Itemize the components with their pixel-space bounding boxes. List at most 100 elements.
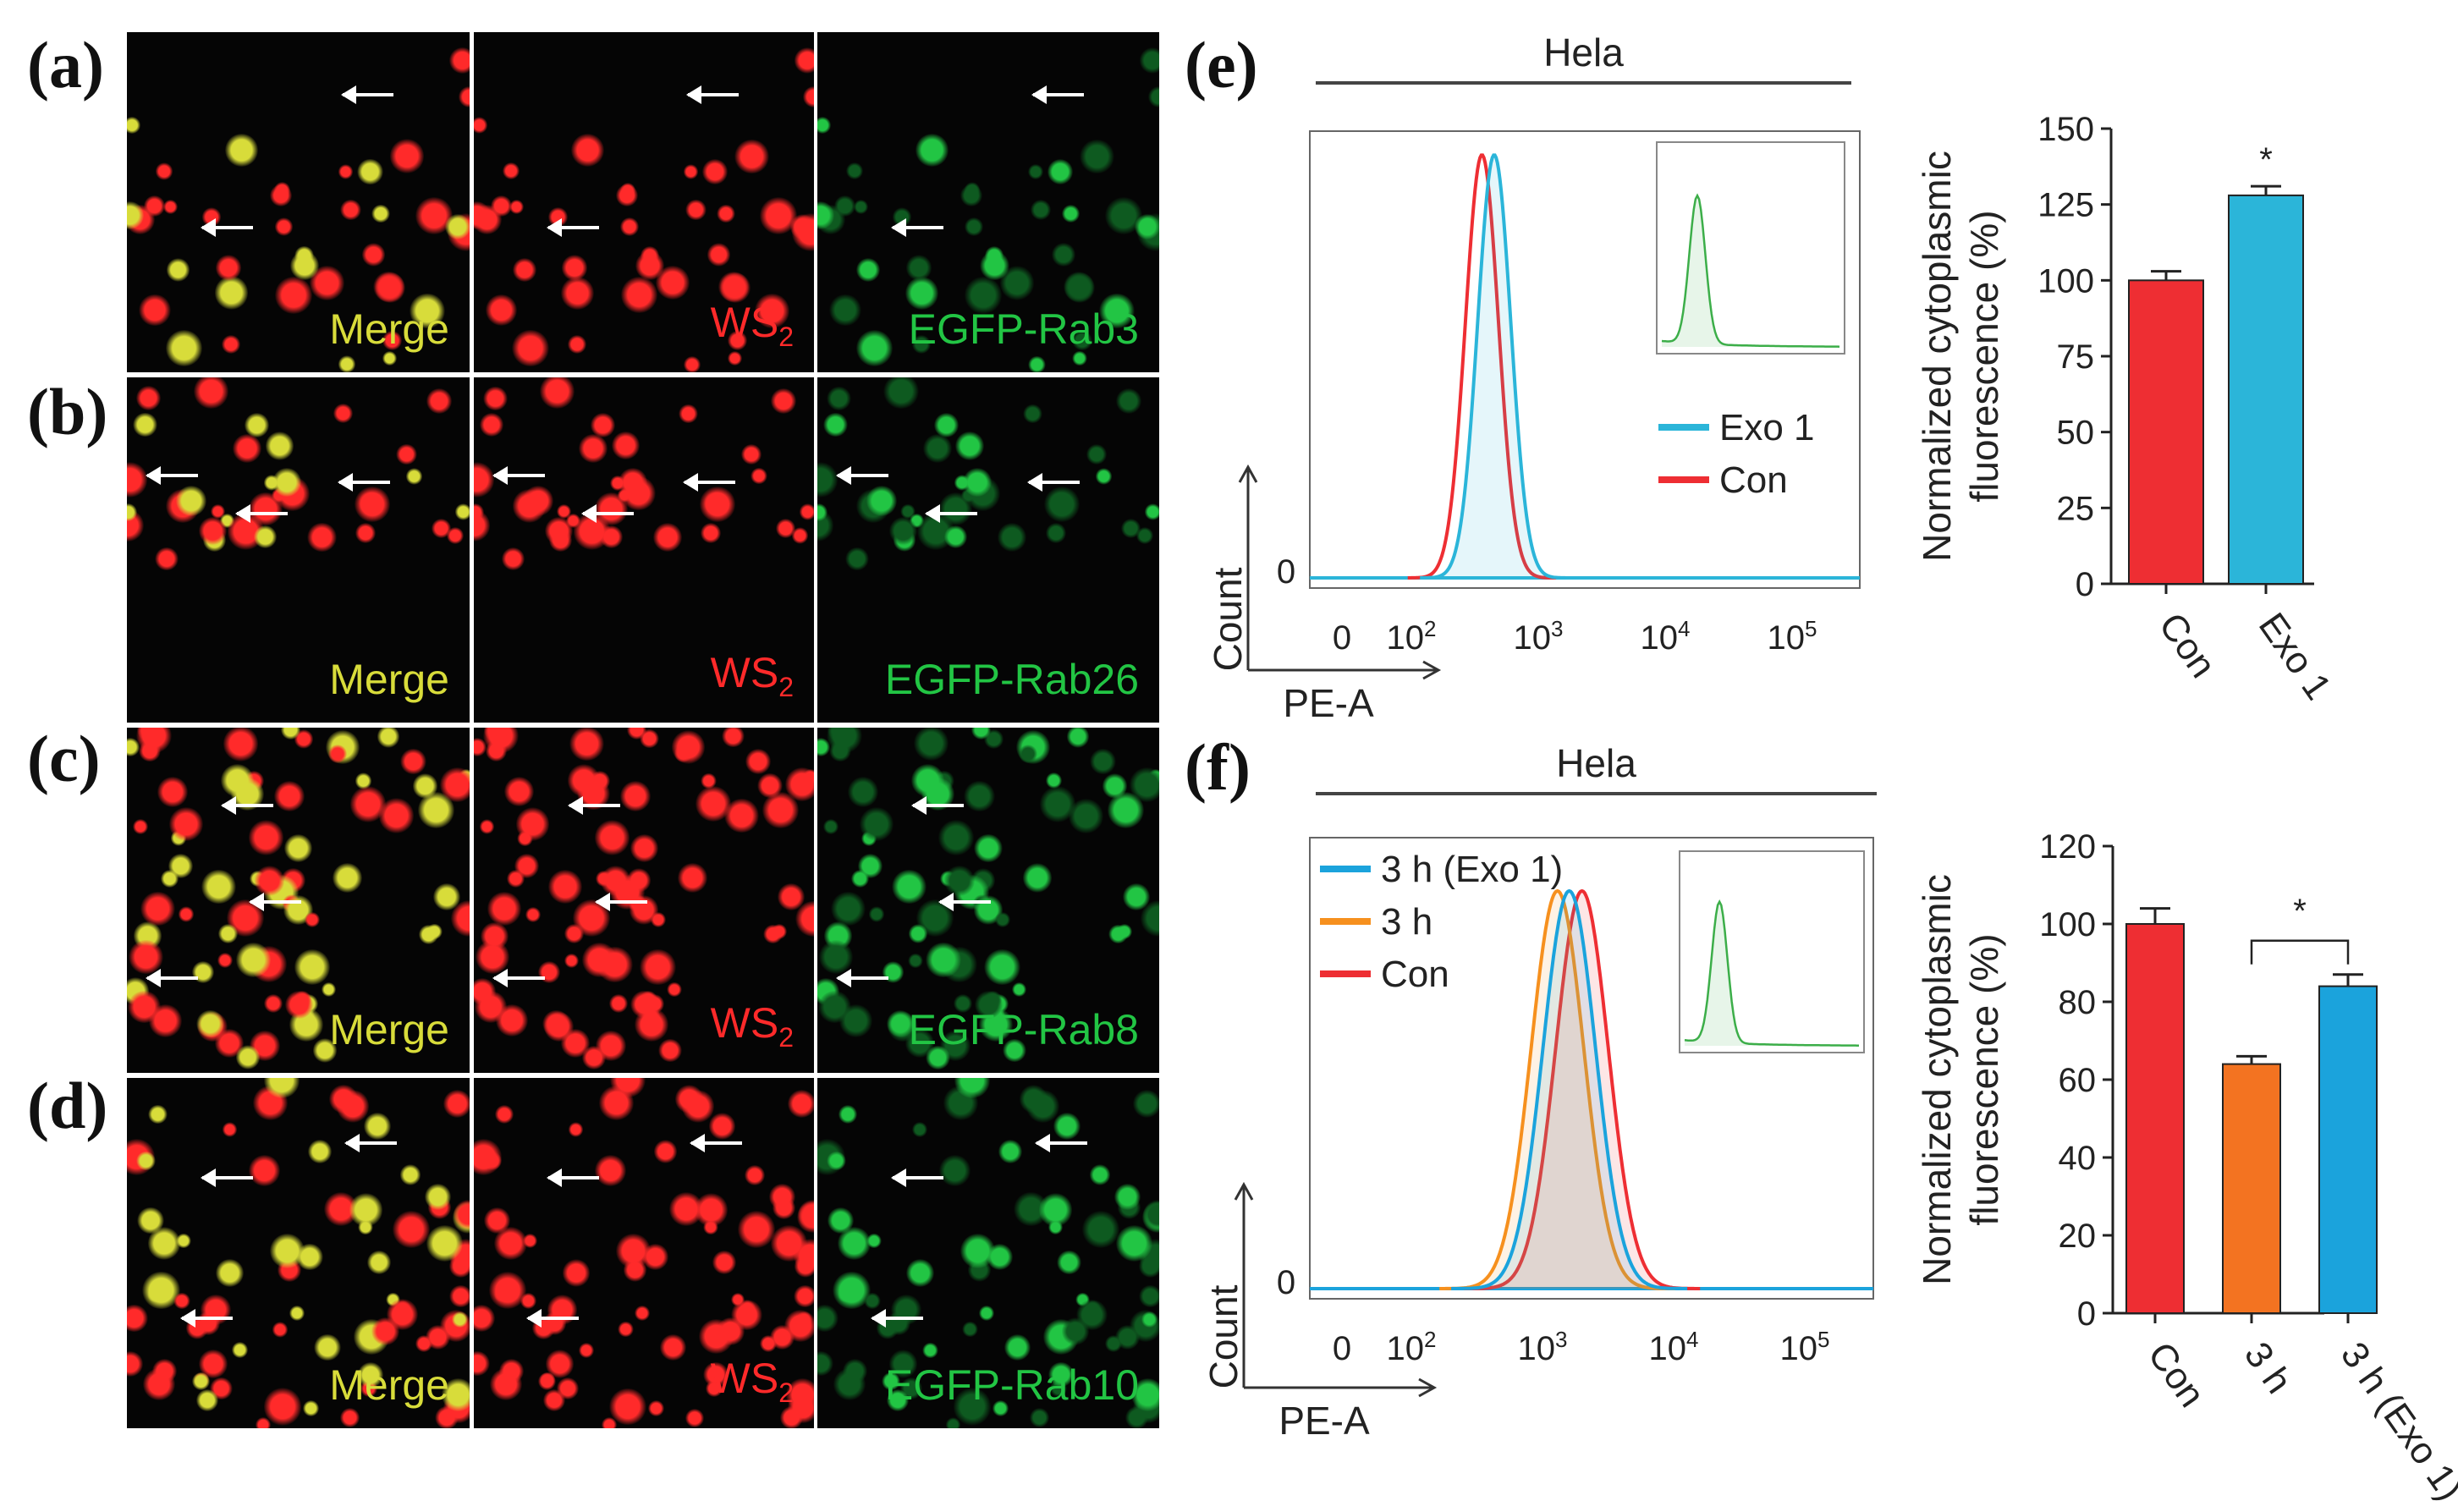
plot-frame bbox=[1309, 130, 1861, 589]
y-axis-label: Count bbox=[1202, 1284, 1245, 1388]
micro-egfp-panel: EGFP-Rab8 bbox=[817, 728, 1159, 1073]
fluorescent-spot bbox=[971, 728, 991, 740]
fluorescent-spot bbox=[294, 990, 312, 1009]
fluorescent-spot bbox=[512, 329, 549, 366]
fluorescent-spot bbox=[455, 503, 470, 520]
fluorescent-spot bbox=[886, 1009, 915, 1038]
fluorescent-spot bbox=[658, 1038, 683, 1063]
fluorescent-spot bbox=[787, 1089, 814, 1118]
ws2-label-base: WS bbox=[710, 649, 779, 696]
fluorescent-spot bbox=[479, 412, 504, 437]
x-tick-label: 3 h (Exo 1) bbox=[2333, 1335, 2458, 1508]
fluorescent-spot bbox=[426, 1224, 464, 1262]
fluorescent-spot bbox=[195, 1009, 224, 1038]
fluorescent-spot bbox=[1099, 293, 1135, 329]
fluorescent-spot bbox=[338, 164, 354, 179]
fluorescent-spot bbox=[913, 728, 949, 761]
x-arrowhead-icon bbox=[1422, 660, 1442, 680]
fluorescent-spot bbox=[983, 990, 1002, 1009]
fluorescent-spot bbox=[196, 1388, 219, 1411]
fluorescent-spot bbox=[169, 806, 203, 841]
fluorescent-spot bbox=[600, 525, 623, 548]
fluorescent-spot bbox=[905, 255, 932, 281]
fluorescent-spot bbox=[289, 1306, 305, 1322]
fluorescent-spot bbox=[399, 1164, 421, 1185]
fluorescent-spot bbox=[707, 243, 731, 267]
fluorescent-spot bbox=[984, 948, 1020, 986]
fluorescent-spot bbox=[850, 869, 869, 888]
fluorescent-spot bbox=[358, 1361, 384, 1388]
fluorescent-spot bbox=[827, 1151, 846, 1171]
fluorescent-spot bbox=[562, 1258, 591, 1287]
fluorescent-spot bbox=[998, 1140, 1022, 1163]
fluorescent-spot bbox=[667, 981, 682, 997]
fluorescent-spot bbox=[866, 486, 897, 517]
fluorescent-spot bbox=[132, 412, 157, 437]
fluorescent-spot bbox=[855, 329, 894, 367]
y-tick-label: 150 bbox=[2037, 111, 2094, 148]
fluorescent-spot bbox=[1072, 330, 1092, 351]
fluorescent-spot bbox=[493, 1286, 510, 1303]
fluorescent-spot bbox=[1029, 1408, 1049, 1428]
fluorescent-spot bbox=[800, 503, 814, 520]
fluorescent-spot bbox=[1063, 272, 1094, 303]
ws2-label: WS2 bbox=[711, 652, 794, 701]
fluorescent-spot bbox=[911, 334, 931, 354]
fluorescent-spot bbox=[856, 257, 881, 282]
fluorescent-spot bbox=[474, 738, 487, 756]
panel-label-f: (f) bbox=[1185, 730, 1251, 804]
fluorescent-spot bbox=[441, 1377, 470, 1412]
fluorescent-spot bbox=[712, 1250, 737, 1274]
fluorescent-spot bbox=[235, 1045, 261, 1069]
fluorescent-spot bbox=[1096, 468, 1113, 485]
fluorescent-spot bbox=[769, 1183, 796, 1210]
fluorescent-spot bbox=[1030, 199, 1052, 221]
fluorescent-spot bbox=[1141, 1311, 1158, 1328]
fluorescent-spot bbox=[154, 547, 179, 571]
fluorescent-spot bbox=[702, 159, 729, 185]
fluorescent-spot bbox=[817, 201, 834, 229]
egfp-label: EGFP-Rab10 bbox=[884, 1361, 1139, 1409]
pointer-arrow-icon bbox=[870, 1308, 923, 1328]
pointer-arrow-icon bbox=[690, 1133, 743, 1152]
fluorescent-spot bbox=[349, 786, 386, 822]
micro-ws2-panel: WS2 bbox=[474, 1078, 814, 1428]
fluorescent-spot bbox=[1003, 1038, 1027, 1063]
fluorescent-spot bbox=[944, 525, 967, 548]
x-tick-label: 102 bbox=[1387, 616, 1437, 657]
fluorescent-spot bbox=[979, 1306, 995, 1322]
micro-merge-panel: Merge bbox=[127, 728, 470, 1073]
fluorescent-spot bbox=[147, 1286, 163, 1303]
fluorescent-spot bbox=[789, 214, 814, 239]
histogram-curve bbox=[1420, 153, 1569, 580]
y-tick-label: 80 bbox=[2059, 984, 2097, 1021]
y-tick-label: 60 bbox=[2059, 1062, 2097, 1099]
fluorescent-spot bbox=[474, 117, 487, 134]
pointer-arrow-icon bbox=[911, 795, 965, 815]
fluorescent-spot bbox=[449, 1284, 470, 1308]
fluorescent-spot bbox=[1089, 1164, 1111, 1185]
fluorescent-spot bbox=[817, 1350, 834, 1377]
chart-title: Hela bbox=[1543, 30, 1624, 74]
fluorescent-spot bbox=[294, 948, 331, 986]
fluorescent-spot bbox=[965, 217, 983, 236]
fluorescent-spot bbox=[912, 1121, 928, 1137]
merge-label: Merge bbox=[329, 1361, 449, 1409]
fluorescent-spot bbox=[906, 1258, 934, 1287]
inset-curve bbox=[1684, 899, 1859, 1047]
y-tick-label: 125 bbox=[2037, 187, 2094, 224]
fluorescent-spot bbox=[486, 294, 518, 327]
x-tick-label: Con bbox=[2140, 1335, 2213, 1415]
fluorescent-spot bbox=[853, 200, 868, 215]
fluorescent-spot bbox=[216, 1258, 245, 1287]
fluorescent-spot bbox=[127, 117, 140, 134]
fluorescent-spot bbox=[620, 276, 658, 314]
panel-label-b: (b) bbox=[27, 375, 108, 448]
fluorescent-spot bbox=[152, 1359, 178, 1384]
fluorescent-spot bbox=[1047, 159, 1073, 185]
fluorescent-spot bbox=[954, 993, 973, 1013]
fluorescent-spot bbox=[355, 523, 377, 544]
y-tick-label: 50 bbox=[2057, 415, 2095, 452]
fluorescent-spot bbox=[844, 547, 869, 571]
chart-title: Hela bbox=[1556, 741, 1636, 785]
